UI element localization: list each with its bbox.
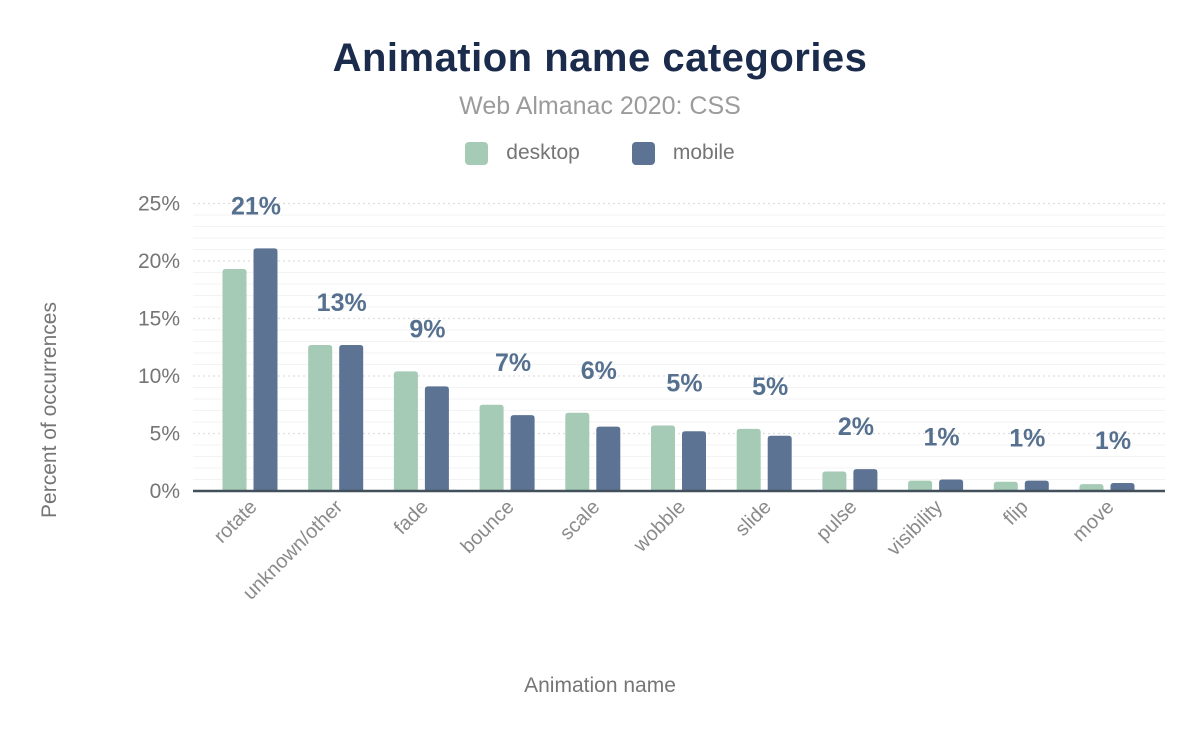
- bar-desktop-move: [1079, 484, 1104, 491]
- desktop-swatch-icon: [465, 141, 489, 165]
- x-category-label: pulse: [812, 496, 861, 545]
- value-label: 7%: [495, 349, 531, 377]
- bar-mobile-pulse: [853, 469, 878, 491]
- bar-desktop-unknown-other: [308, 344, 333, 491]
- value-label: 5%: [666, 369, 702, 397]
- value-label: 5%: [752, 373, 788, 401]
- value-label: 1%: [1095, 427, 1131, 455]
- chart-title: Animation name categories: [332, 36, 868, 80]
- bar-mobile-fade: [424, 386, 449, 491]
- legend-label-mobile: mobile: [672, 141, 735, 164]
- bar-mobile-visibility: [939, 479, 964, 491]
- y-tick-label: 10%: [138, 365, 180, 388]
- y-tick-label: 20%: [138, 250, 180, 273]
- value-label: 6%: [581, 357, 617, 385]
- bar-desktop-visibility: [908, 480, 933, 491]
- legend-item-desktop: desktop: [465, 141, 580, 165]
- bar-desktop-slide: [736, 428, 761, 491]
- chart-subtitle: Web Almanac 2020: CSS: [459, 92, 741, 120]
- value-label: 21%: [231, 192, 281, 220]
- bar-mobile-bounce: [510, 415, 535, 491]
- bar-mobile-flip: [1024, 480, 1049, 491]
- value-label: 1%: [924, 424, 960, 452]
- value-label: 2%: [838, 413, 874, 441]
- bar-mobile-scale: [596, 426, 621, 491]
- bar-desktop-wobble: [651, 425, 675, 491]
- bar-desktop-rotate: [222, 269, 247, 491]
- bar-mobile-rotate: [253, 248, 278, 491]
- x-category-label: move: [1068, 496, 1118, 546]
- value-label: 13%: [317, 289, 367, 317]
- x-category-label: wobble: [629, 496, 690, 557]
- bar-mobile-wobble: [682, 431, 706, 491]
- x-category-label: slide: [731, 496, 776, 541]
- bar-desktop-scale: [565, 412, 590, 491]
- bar-desktop-bounce: [479, 404, 504, 491]
- mobile-swatch-icon: [631, 141, 655, 165]
- bar-desktop-fade: [393, 371, 418, 491]
- bar-desktop-pulse: [822, 471, 847, 491]
- y-tick-label: 5%: [150, 423, 180, 446]
- y-tick-label: 15%: [138, 308, 180, 331]
- y-tick-label: 25%: [138, 193, 180, 216]
- x-category-label: flip: [999, 496, 1033, 530]
- x-category-label: scale: [556, 496, 605, 545]
- bar-desktop-flip: [993, 481, 1018, 491]
- x-axis-title: Animation name: [524, 674, 676, 697]
- legend-item-mobile: mobile: [631, 141, 735, 165]
- bar-mobile-slide: [767, 435, 792, 491]
- bar-mobile-move: [1110, 482, 1135, 491]
- value-label: 9%: [409, 315, 445, 343]
- x-category-label: fade: [390, 496, 433, 539]
- bar-mobile-unknown-other: [339, 344, 364, 491]
- x-category-label: visibility: [883, 496, 947, 560]
- y-tick-label: 0%: [150, 480, 180, 503]
- legend: desktop mobile: [0, 141, 1200, 165]
- legend-label-desktop: desktop: [506, 141, 580, 164]
- value-label: 1%: [1009, 425, 1045, 453]
- x-category-label: bounce: [457, 496, 519, 558]
- x-category-label: rotate: [210, 496, 262, 548]
